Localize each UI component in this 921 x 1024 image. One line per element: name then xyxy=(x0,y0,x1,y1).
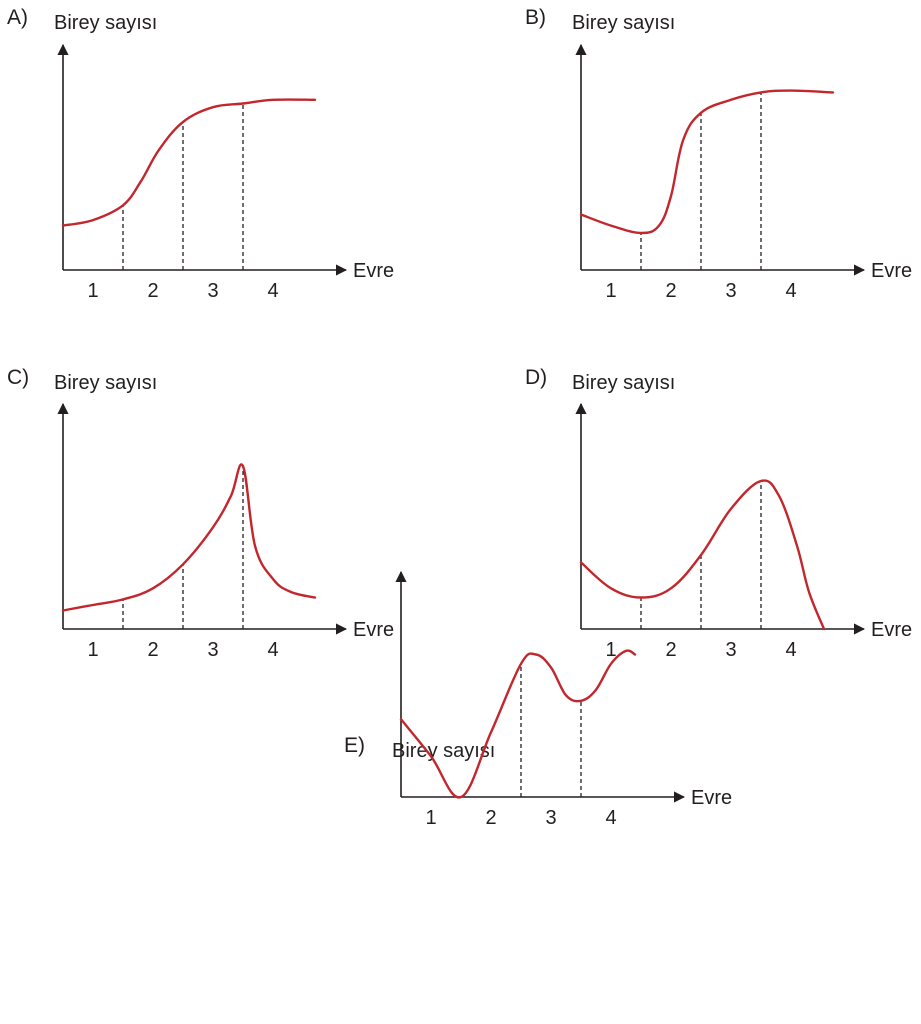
option-label: E) xyxy=(344,734,365,757)
population-curve xyxy=(61,98,317,227)
tick-label: 3 xyxy=(545,807,556,829)
tick-label: 4 xyxy=(785,639,796,661)
tick-label: 1 xyxy=(605,639,616,661)
population-curve xyxy=(399,649,637,799)
y-axis-label: Birey sayısı xyxy=(572,372,675,394)
tick-label: 1 xyxy=(605,280,616,302)
tick-label: 4 xyxy=(785,280,796,302)
population-curve xyxy=(61,463,317,612)
tick-label: 2 xyxy=(665,639,676,661)
tick-label: 1 xyxy=(87,280,98,302)
tick-label: 1 xyxy=(425,807,436,829)
option-label: B) xyxy=(525,6,546,29)
x-axis-label: Evre xyxy=(353,619,394,641)
tick-label: 3 xyxy=(207,639,218,661)
tick-label: 1 xyxy=(87,639,98,661)
chart-e: E) Birey sayısı Evre 1 2 3 4 xyxy=(344,570,732,829)
x-axis-label: Evre xyxy=(691,787,732,809)
x-axis-label: Evre xyxy=(871,619,912,641)
population-curve xyxy=(579,479,826,631)
option-label: C) xyxy=(7,366,29,389)
tick-label: 4 xyxy=(605,807,616,829)
tick-label: 2 xyxy=(147,280,158,302)
tick-label: 2 xyxy=(665,280,676,302)
tick-label: 2 xyxy=(147,639,158,661)
chart-d: D) Birey sayısı Evre 1 2 3 4 xyxy=(525,366,912,661)
y-axis-label: Birey sayısı xyxy=(392,740,495,762)
tick-label: 3 xyxy=(725,639,736,661)
x-axis-label: Evre xyxy=(871,260,912,282)
chart-b: B) Birey sayısı Evre 1 2 3 4 xyxy=(525,6,912,302)
tick-label: 4 xyxy=(267,639,278,661)
option-label: A) xyxy=(7,6,28,29)
y-axis-label: Birey sayısı xyxy=(54,372,157,394)
tick-label: 4 xyxy=(267,280,278,302)
y-axis-label: Birey sayısı xyxy=(572,12,675,34)
tick-label: 2 xyxy=(485,807,496,829)
population-curve xyxy=(579,89,835,235)
chart-a: A) Birey sayısı Evre 1 2 3 4 xyxy=(7,6,394,302)
tick-label: 3 xyxy=(207,280,218,302)
tick-label: 3 xyxy=(725,280,736,302)
y-axis-label: Birey sayısı xyxy=(54,12,157,34)
option-label: D) xyxy=(525,366,547,389)
x-axis-label: Evre xyxy=(353,260,394,282)
chart-c: C) Birey sayısı Evre 1 2 3 4 xyxy=(7,366,394,661)
